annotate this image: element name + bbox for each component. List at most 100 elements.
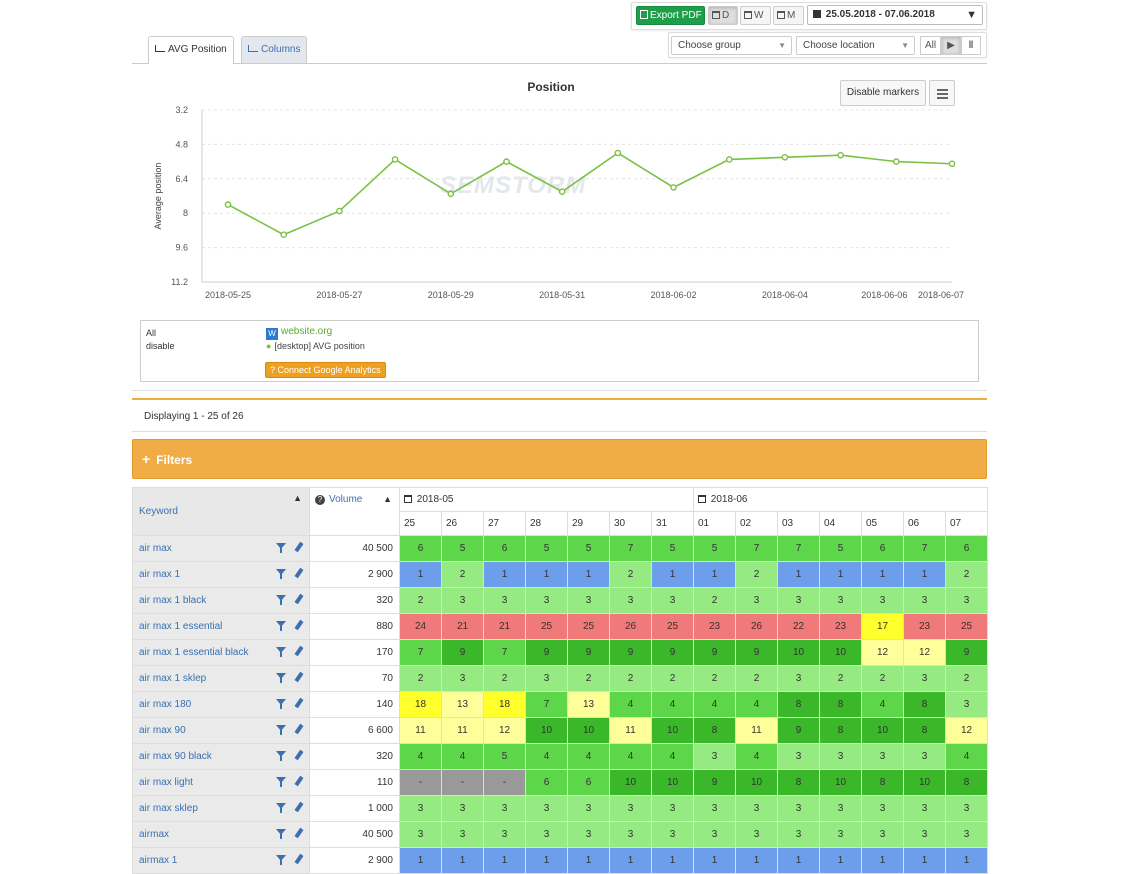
position-cell: 3 — [399, 821, 442, 848]
keyword-cell[interactable]: air max 1 black — [132, 587, 310, 614]
filters-panel-toggle[interactable]: + Filters — [132, 439, 987, 479]
keyword-link[interactable]: airmax 1 — [139, 855, 178, 866]
tab-avg-position[interactable]: AVG Position — [148, 36, 234, 64]
volume-column-header[interactable]: ? Volume ▲ — [309, 487, 400, 536]
keyword-cell[interactable]: air max 180 — [132, 691, 310, 718]
position-cell: 26 — [735, 613, 778, 640]
keyword-link[interactable]: air max 1 sklep — [139, 673, 207, 684]
position-cell: 10 — [735, 769, 778, 796]
volume-cell: 320 — [309, 587, 400, 614]
position-cell: 26 — [609, 613, 652, 640]
pencil-icon[interactable] — [294, 619, 304, 631]
pencil-icon[interactable] — [294, 775, 304, 787]
date-range-picker[interactable]: 25.05.2018 - 07.06.2018 ▼ — [807, 5, 983, 25]
period-week-button[interactable]: W — [740, 6, 771, 25]
filter-icon[interactable] — [276, 569, 286, 579]
keyword-cell[interactable]: air max 1 essential black — [132, 639, 310, 666]
keyword-link[interactable]: air max 1 black — [139, 595, 207, 606]
filter-icon[interactable] — [276, 777, 286, 787]
all-button[interactable]: All — [920, 36, 941, 55]
y-axis-label: Average position — [153, 163, 163, 230]
hamburger-icon — [937, 89, 948, 91]
filter-icon[interactable] — [276, 595, 286, 605]
filter-icon[interactable] — [276, 855, 286, 865]
position-cell: 3 — [483, 587, 526, 614]
legend-all-link[interactable]: All — [146, 328, 157, 338]
keyword-link[interactable]: air max — [139, 543, 172, 554]
keyword-cell[interactable]: airmax 1 — [132, 847, 310, 874]
pencil-icon[interactable] — [294, 645, 304, 657]
filter-icon[interactable] — [276, 751, 286, 761]
play-button[interactable]: ▶ — [941, 36, 961, 55]
keyword-column-header[interactable]: Keyword ▲ — [132, 487, 310, 536]
filter-icon[interactable] — [276, 829, 286, 839]
legend-disable-link[interactable]: disable — [146, 341, 175, 351]
volume-cell: 40 500 — [309, 821, 400, 848]
keyword-link[interactable]: air max 1 essential — [139, 621, 223, 632]
pencil-icon[interactable] — [294, 541, 304, 553]
month-header: 2018-05 — [399, 487, 694, 512]
keyword-cell[interactable]: air max sklep — [132, 795, 310, 822]
keyword-cell[interactable]: air max light — [132, 769, 310, 796]
keyword-cell[interactable]: airmax — [132, 821, 310, 848]
disable-markers-button[interactable]: Disable markers — [840, 80, 926, 106]
filter-icon[interactable] — [276, 543, 286, 553]
legend-series-item[interactable]: ● [desktop] AVG position — [266, 341, 365, 351]
keyword-cell[interactable]: air max 90 black — [132, 743, 310, 770]
position-cell: 3 — [777, 587, 820, 614]
choose-group-select[interactable]: Choose group ▼ — [671, 36, 792, 55]
keyword-link[interactable]: air max 180 — [139, 699, 192, 710]
period-month-button[interactable]: M — [773, 6, 804, 25]
pencil-icon[interactable] — [294, 671, 304, 683]
position-cell: 25 — [945, 613, 988, 640]
position-cell: 10 — [903, 769, 946, 796]
position-cell: 2 — [861, 665, 904, 692]
pencil-icon[interactable] — [294, 749, 304, 761]
x-tick-label: 2018-06-07 — [918, 290, 964, 300]
position-cell: 3 — [567, 821, 610, 848]
filter-icon[interactable] — [276, 803, 286, 813]
keyword-cell[interactable]: air max 1 essential — [132, 613, 310, 640]
keyword-link[interactable]: air max 1 essential black — [139, 647, 249, 658]
day-header: 01 — [693, 511, 736, 536]
position-cell: 3 — [693, 743, 736, 770]
filter-icon[interactable] — [276, 699, 286, 709]
filter-icon[interactable] — [276, 647, 286, 657]
keyword-link[interactable]: air max 90 — [139, 725, 186, 736]
pencil-icon[interactable] — [294, 723, 304, 735]
pencil-icon[interactable] — [294, 593, 304, 605]
sort-up-icon[interactable]: ▲ — [293, 493, 302, 503]
export-pdf-button[interactable]: Export PDF — [636, 6, 705, 25]
tab-columns[interactable]: Columns — [241, 36, 308, 63]
pencil-icon[interactable] — [294, 801, 304, 813]
keyword-cell[interactable]: air max — [132, 535, 310, 562]
x-tick-label: 2018-05-25 — [205, 290, 251, 300]
position-cell: 22 — [777, 613, 820, 640]
keyword-cell[interactable]: air max 90 — [132, 717, 310, 744]
period-day-button[interactable]: D — [708, 6, 738, 25]
keyword-link[interactable]: air max 1 — [139, 569, 181, 580]
keyword-link[interactable]: air max light — [139, 777, 193, 788]
keyword-cell[interactable]: air max 1 — [132, 561, 310, 588]
pencil-icon[interactable] — [294, 697, 304, 709]
chart-menu-button[interactable] — [929, 80, 955, 106]
position-cell: 3 — [819, 821, 862, 848]
filter-icon[interactable] — [276, 673, 286, 683]
filter-icon[interactable] — [276, 725, 286, 735]
pencil-icon[interactable] — [294, 853, 304, 865]
position-cell: 24 — [399, 613, 442, 640]
keyword-link[interactable]: airmax — [139, 829, 170, 840]
sort-up-icon[interactable]: ▲ — [383, 494, 392, 504]
pause-button[interactable]: ‖ — [961, 36, 981, 55]
connect-google-analytics-button[interactable]: ? Connect Google Analytics — [265, 362, 386, 378]
choose-location-select[interactable]: Choose location ▼ — [796, 36, 915, 55]
keyword-cell[interactable]: air max 1 sklep — [132, 665, 310, 692]
position-cell: 3 — [441, 665, 484, 692]
pencil-icon[interactable] — [294, 827, 304, 839]
keyword-link[interactable]: air max 90 black — [139, 751, 212, 762]
filter-icon[interactable] — [276, 621, 286, 631]
pencil-icon[interactable] — [294, 567, 304, 579]
position-cell: 7 — [735, 535, 778, 562]
keyword-link[interactable]: air max sklep — [139, 803, 198, 814]
